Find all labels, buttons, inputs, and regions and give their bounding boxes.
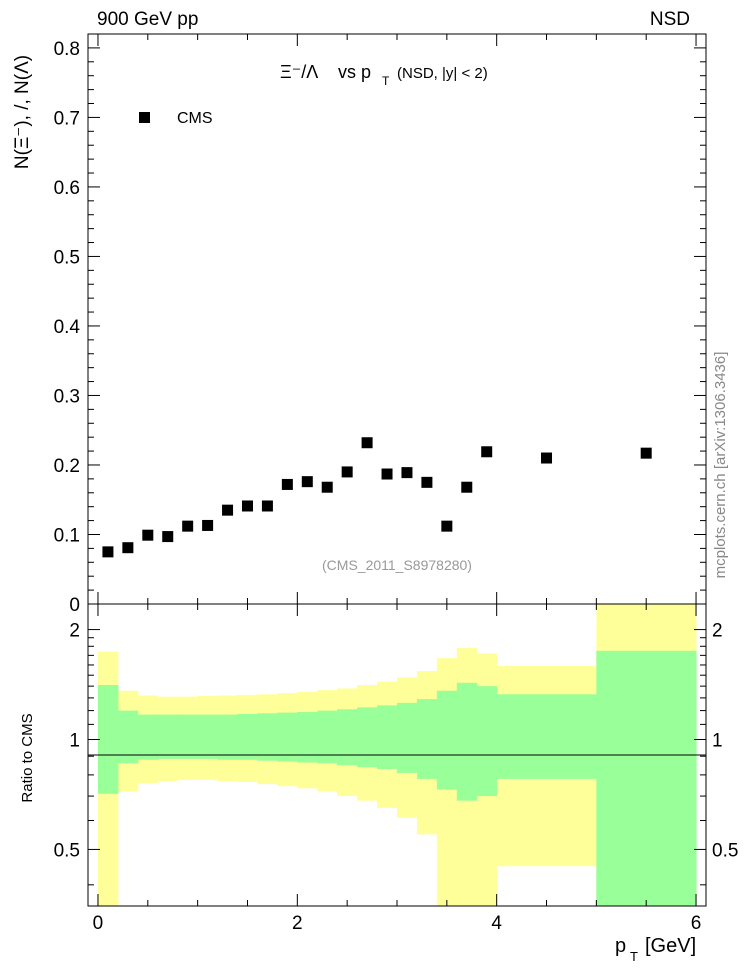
ratio-ytick-label: 2 [69,621,80,642]
xlabel-p: p [615,935,626,957]
data-point [102,546,114,558]
data-point [202,519,214,531]
ratio-ytick-label: 0.5 [54,840,80,861]
main-ytick-label: 0.1 [54,525,80,546]
ratio-band-stat [337,709,358,766]
main-title: Ξ⁻/Λ vs p T (NSD, |y| < 2) [280,62,488,88]
data-point [281,478,293,490]
ratio-band-stat [237,713,258,760]
ratio-band-stat [197,714,219,759]
ratio-band-stat [436,690,458,790]
xlabel-sub: T [630,949,638,964]
data-point [122,542,134,554]
ratio-xtick-label: 6 [691,913,702,934]
main-ytick-label: 0.3 [54,386,80,407]
header-right: NSD [650,9,690,30]
reference-label: (CMS_2011_S8978280) [322,557,472,573]
ratio-band-stat [137,714,159,760]
ratio-frame [87,603,707,907]
ratio-ytick-label-right: 2 [712,621,723,642]
data-point [222,504,234,516]
data-point [321,481,333,493]
ratio-band-stat [257,713,278,761]
data-point [341,466,353,478]
main-ytick-label: 0.2 [54,456,80,477]
main-ytick-label: 0 [69,595,80,616]
data-point [182,520,194,532]
ratio-bands [97,604,697,906]
ratio-xtick-label: 4 [491,913,502,934]
ratio-xtick-label: 0 [93,913,104,934]
ratio-band-stat [416,699,438,779]
main-ytick-label: 0.6 [54,178,80,199]
main-ylabel: N(Ξ⁻), /, N(Λ) [12,55,33,169]
ratio-ytick-label-right: 0.5 [712,840,738,861]
ratio-band-stat [476,686,498,797]
data-point [301,476,313,488]
xlabel: p T [GeV] [615,935,696,964]
ratio-ticks: 0.5 0.5 1 1 2 2 0 2 4 6 [54,604,738,934]
ratio-band-stat [297,711,318,763]
data-point [401,467,413,479]
ratio-band-stat [157,714,179,759]
main-y-ticks: 0 0.1 0.2 0.3 0.4 0.5 0.6 0.7 0.8 [54,34,706,616]
ratio-band-stat [217,714,239,760]
data-point [162,531,174,543]
ratio-band-stat [397,702,418,773]
ratio-band-stat [377,705,398,770]
watermark: mcplots.cern.ch [arXiv:1306.3436] [712,352,729,579]
data-point [441,520,453,532]
main-data-points [102,437,652,558]
ratio-band-stat [357,707,378,768]
header-left: 900 GeV pp [97,9,198,30]
title-cuts: (NSD, |y| < 2) [397,65,488,82]
data-point [481,446,493,458]
data-point [541,452,553,464]
legend: CMS [139,110,213,127]
title-main: Ξ⁻/Λ [280,62,318,82]
data-point [640,447,652,459]
ratio-ytick-label-right: 1 [712,731,723,752]
data-point [361,437,373,449]
data-point [261,500,273,512]
main-ytick-label: 0.7 [54,108,80,129]
data-point [241,500,253,512]
ratio-band-stat [496,694,597,779]
main-ytick-label: 0.4 [54,317,81,338]
legend-marker-cms [139,112,150,123]
ratio-band-stat [277,712,298,762]
data-point [381,468,393,480]
legend-label-cms: CMS [177,110,213,127]
ratio-band-stat [97,685,119,794]
ratio-xtick-label: 2 [292,913,303,934]
ratio-band-stat [177,714,199,759]
title-sub: T [382,74,390,88]
ratio-band-stat [456,682,478,801]
ratio-band-stat [596,650,697,906]
ratio-ytick-label: 1 [69,731,80,752]
ratio-band-stat [117,710,139,764]
title-vs: vs p [338,62,371,82]
data-point [142,529,154,541]
data-point [421,476,433,488]
main-ytick-label: 0.8 [54,39,80,60]
ratio-ylabel: Ratio to CMS [19,713,36,802]
xlabel-unit: [GeV] [645,935,696,957]
data-point [461,481,473,493]
main-ytick-label: 0.5 [54,247,80,268]
ratio-band-stat [317,710,338,764]
